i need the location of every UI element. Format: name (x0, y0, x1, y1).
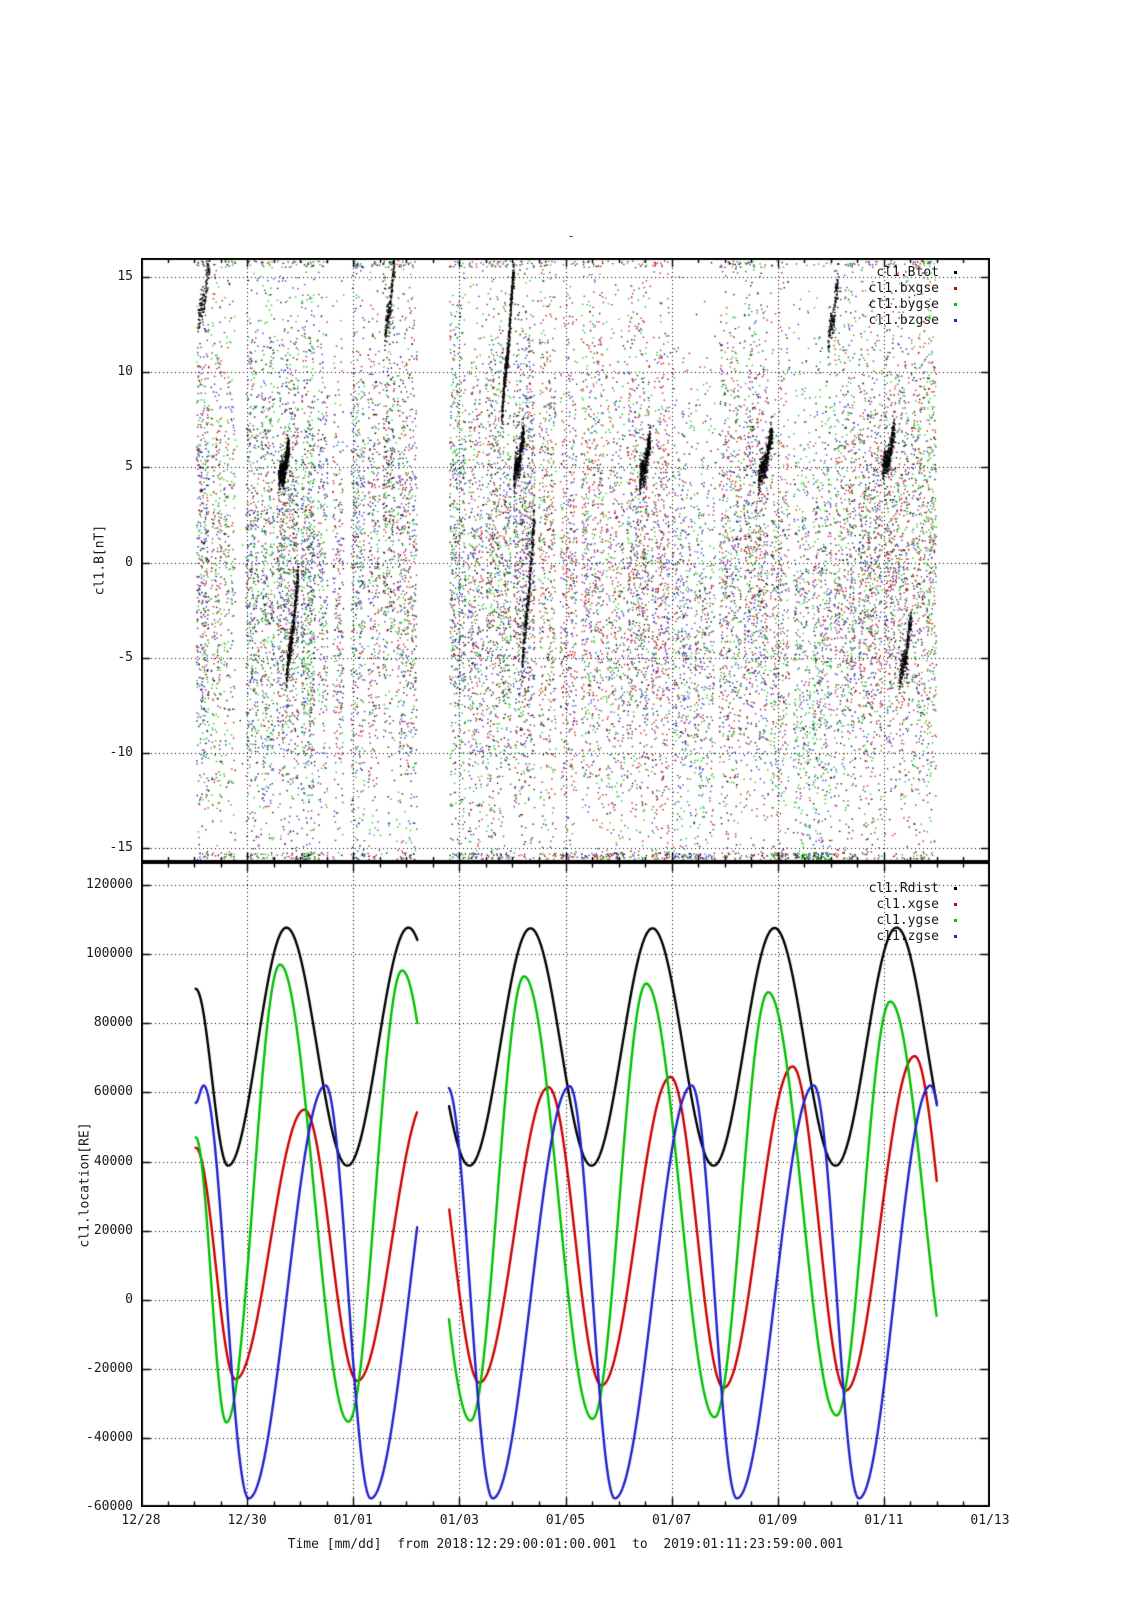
tick-label: 01/09 (758, 1513, 798, 1528)
tick-label: 01/05 (545, 1513, 586, 1528)
tick-label: 0 (125, 1291, 133, 1307)
tick-label: 5 (125, 459, 133, 475)
tick-label: 01/03 (439, 1513, 479, 1528)
tick-label: 01/13 (970, 1513, 1010, 1528)
tick-label: -40000 (86, 1429, 133, 1445)
tick-label: 40000 (93, 1153, 133, 1169)
tick-label: 01/07 (652, 1513, 692, 1528)
tick-label: -20000 (86, 1360, 133, 1376)
tick-label: 60000 (93, 1084, 133, 1100)
tick-label: 120000 (86, 877, 133, 893)
tick-label: -15 (109, 840, 133, 856)
tick-label: 0 (125, 554, 133, 570)
figure-title: - (567, 229, 575, 244)
tick-label: 80000 (93, 1015, 133, 1031)
tick-label: -60000 (86, 1499, 133, 1514)
tick-label: 01/01 (333, 1513, 373, 1528)
tick-label: -5 (117, 649, 133, 665)
spacecraft-location-line-plot (141, 862, 990, 1507)
magnetic-field-scatter-plot (141, 258, 990, 862)
tick-label: 15 (117, 269, 133, 285)
tick-label: 12/28 (121, 1513, 161, 1528)
tick-label: 20000 (93, 1222, 133, 1238)
tick-label: 10 (117, 364, 133, 380)
tick-label: -10 (109, 744, 133, 760)
tick-label: 100000 (86, 946, 133, 962)
xaxis-title: Time [mm/dd] from 2018:12:29:00:01:00.00… (287, 1537, 844, 1552)
tick-label: 01/11 (864, 1513, 904, 1528)
tick-label: 12/30 (227, 1513, 267, 1528)
